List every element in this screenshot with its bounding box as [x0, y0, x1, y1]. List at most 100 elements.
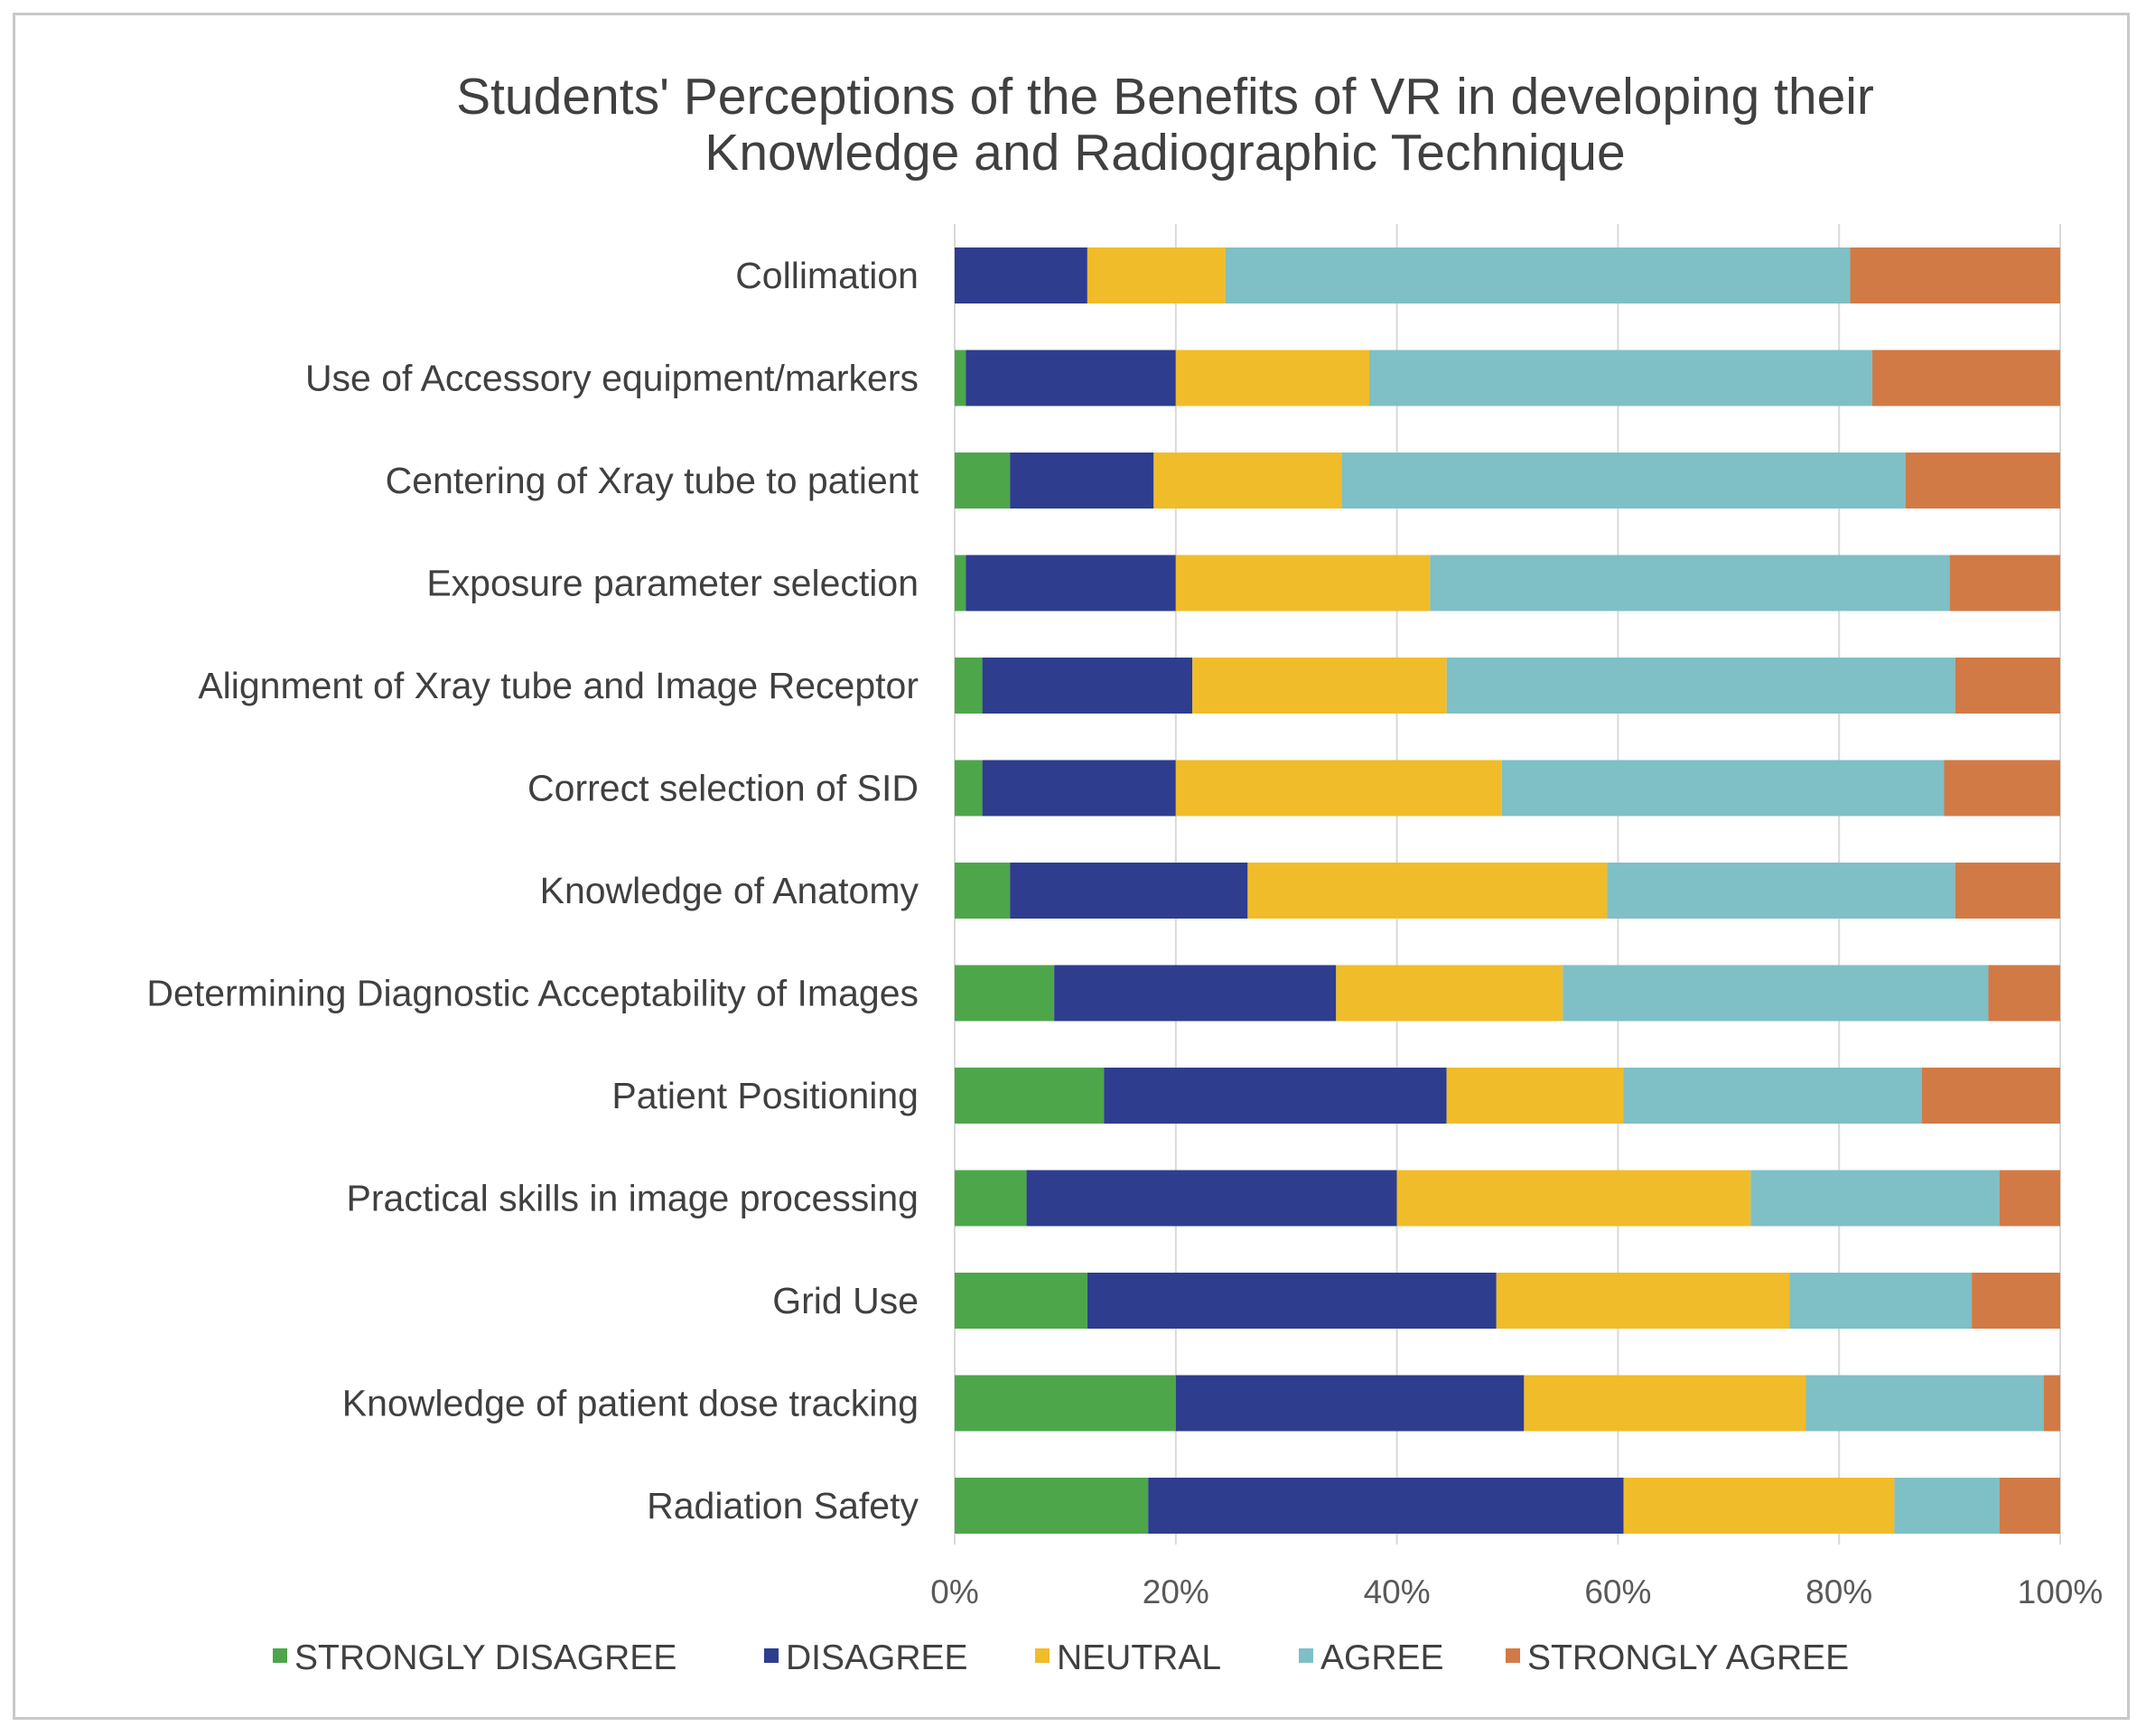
bar-segment: [1396, 1170, 1751, 1227]
x-tick-label: 0%: [930, 1573, 978, 1610]
bar-segment: [955, 453, 1011, 509]
bar-segment: [1623, 1068, 1922, 1124]
category-label: Centering of Xray tube to patient: [386, 460, 919, 501]
bar-segment: [955, 863, 1011, 919]
category-label: Radiation Safety: [647, 1485, 919, 1526]
bar-segment: [955, 1273, 1087, 1329]
bar-segment: [1944, 760, 2060, 817]
bar-segment: [966, 350, 1176, 406]
bar-segment: [955, 350, 966, 406]
bar-segment: [1750, 1170, 2000, 1227]
legend-label: AGREE: [1320, 1638, 1444, 1677]
bar-segment: [1563, 965, 1989, 1022]
category-label: Practical skills in image processing: [347, 1178, 919, 1219]
bar-segment: [1789, 1273, 1973, 1329]
bar-segment: [1999, 1170, 2060, 1227]
category-label: Use of Accessory equipment/markers: [305, 358, 919, 399]
legend-swatch: [1506, 1648, 1520, 1663]
chart-title-line-2: Knowledge and Radiographic Technique: [704, 124, 1625, 182]
bar-segment: [1192, 658, 1447, 714]
bar-segment: [1087, 247, 1226, 303]
category-label: Exposure parameter selection: [426, 563, 919, 604]
bar-segment: [1607, 863, 1955, 919]
bar-segment: [1104, 1068, 1447, 1124]
legend-swatch: [1035, 1648, 1050, 1663]
bar-segment: [1972, 1273, 2060, 1329]
bar-segment: [955, 1375, 1176, 1432]
bar-segment: [1524, 1375, 1806, 1432]
x-axis-tick-labels: 0% 20% 40% 60% 80% 100%: [930, 1573, 2103, 1610]
bar-segment: [1949, 555, 2060, 611]
bar-segment: [955, 555, 966, 611]
bar-segment: [1430, 555, 1950, 611]
bar-segment: [1871, 350, 2060, 406]
chart-title: Students' Perceptions of the Benefits of…: [456, 68, 1874, 182]
bar-segment: [1175, 555, 1431, 611]
legend-swatch: [764, 1648, 779, 1663]
bar-segment: [955, 965, 1055, 1022]
category-label: Knowledge of Anatomy: [540, 870, 919, 911]
legend-swatch: [1299, 1648, 1313, 1663]
bar-segment: [1054, 965, 1337, 1022]
x-tick-label: 100%: [2018, 1573, 2104, 1610]
bar-segment: [1087, 1273, 1497, 1329]
bar-segment: [955, 1170, 1027, 1227]
bar-segment: [982, 760, 1176, 817]
category-labels: Collimation Use of Accessory equipment/ma…: [146, 255, 919, 1526]
bar-segment: [1894, 1478, 2000, 1534]
bar-segment: [1446, 658, 1955, 714]
bar-segment: [982, 658, 1193, 714]
x-tick-label: 60%: [1584, 1573, 1651, 1610]
bar-segment: [1148, 1478, 1624, 1534]
bar-segment: [1955, 863, 2060, 919]
bar-segment: [1175, 1375, 1525, 1432]
bar-segment: [955, 1068, 1105, 1124]
bar-segment: [1905, 453, 2060, 509]
bar-segment: [1446, 1068, 1624, 1124]
x-tick-label: 20%: [1143, 1573, 1209, 1610]
bar-segment: [955, 658, 983, 714]
bar-segment: [1805, 1375, 2044, 1432]
legend-label: STRONGLY AGREE: [1527, 1638, 1849, 1677]
bar-segment: [1010, 863, 1248, 919]
bar-segment: [1026, 1170, 1397, 1227]
category-label: Collimation: [735, 255, 919, 296]
x-tick-label: 40%: [1364, 1573, 1431, 1610]
bars: [955, 247, 2060, 1534]
bar-segment: [1369, 350, 1872, 406]
bar-segment: [1175, 350, 1369, 406]
category-label: Knowledge of patient dose tracking: [342, 1383, 919, 1424]
legend: STRONGLY DISAGREE DISAGREE NEUTRAL AGREE STR…: [273, 1638, 1849, 1677]
chart-title-line-1: Students' Perceptions of the Benefits of…: [456, 68, 1874, 126]
category-label: Correct selection of SID: [527, 768, 919, 809]
bar-segment: [1225, 247, 1851, 303]
x-tick-label: 80%: [1805, 1573, 1872, 1610]
legend-label: STRONGLY DISAGREE: [294, 1638, 676, 1677]
bar-segment: [1850, 247, 2060, 303]
bar-segment: [1999, 1478, 2060, 1534]
bar-segment: [1153, 453, 1342, 509]
bar-segment: [1955, 658, 2060, 714]
bar-segment: [1341, 453, 1906, 509]
bar-segment: [1501, 760, 1945, 817]
bar-segment: [955, 1478, 1149, 1534]
bar-segment: [955, 760, 983, 817]
legend-swatch: [273, 1648, 287, 1663]
category-label: Alignment of Xray tube and Image Recepto…: [198, 665, 919, 706]
bar-segment: [1175, 760, 1502, 817]
bar-segment: [966, 555, 1176, 611]
bar-segment: [1922, 1068, 2060, 1124]
legend-label: DISAGREE: [786, 1638, 968, 1677]
legend-label: NEUTRAL: [1057, 1638, 1221, 1677]
bar-segment: [1010, 453, 1154, 509]
category-label: Grid Use: [772, 1280, 919, 1321]
category-label: Determining Diagnostic Acceptability of …: [146, 973, 919, 1014]
bar-segment: [1247, 863, 1608, 919]
category-label: Patient Positioning: [611, 1075, 919, 1116]
bar-segment: [1336, 965, 1563, 1022]
bar-segment: [955, 247, 1087, 303]
bar-segment: [1623, 1478, 1895, 1534]
bar-segment: [1496, 1273, 1790, 1329]
bar-segment: [1988, 965, 2060, 1022]
